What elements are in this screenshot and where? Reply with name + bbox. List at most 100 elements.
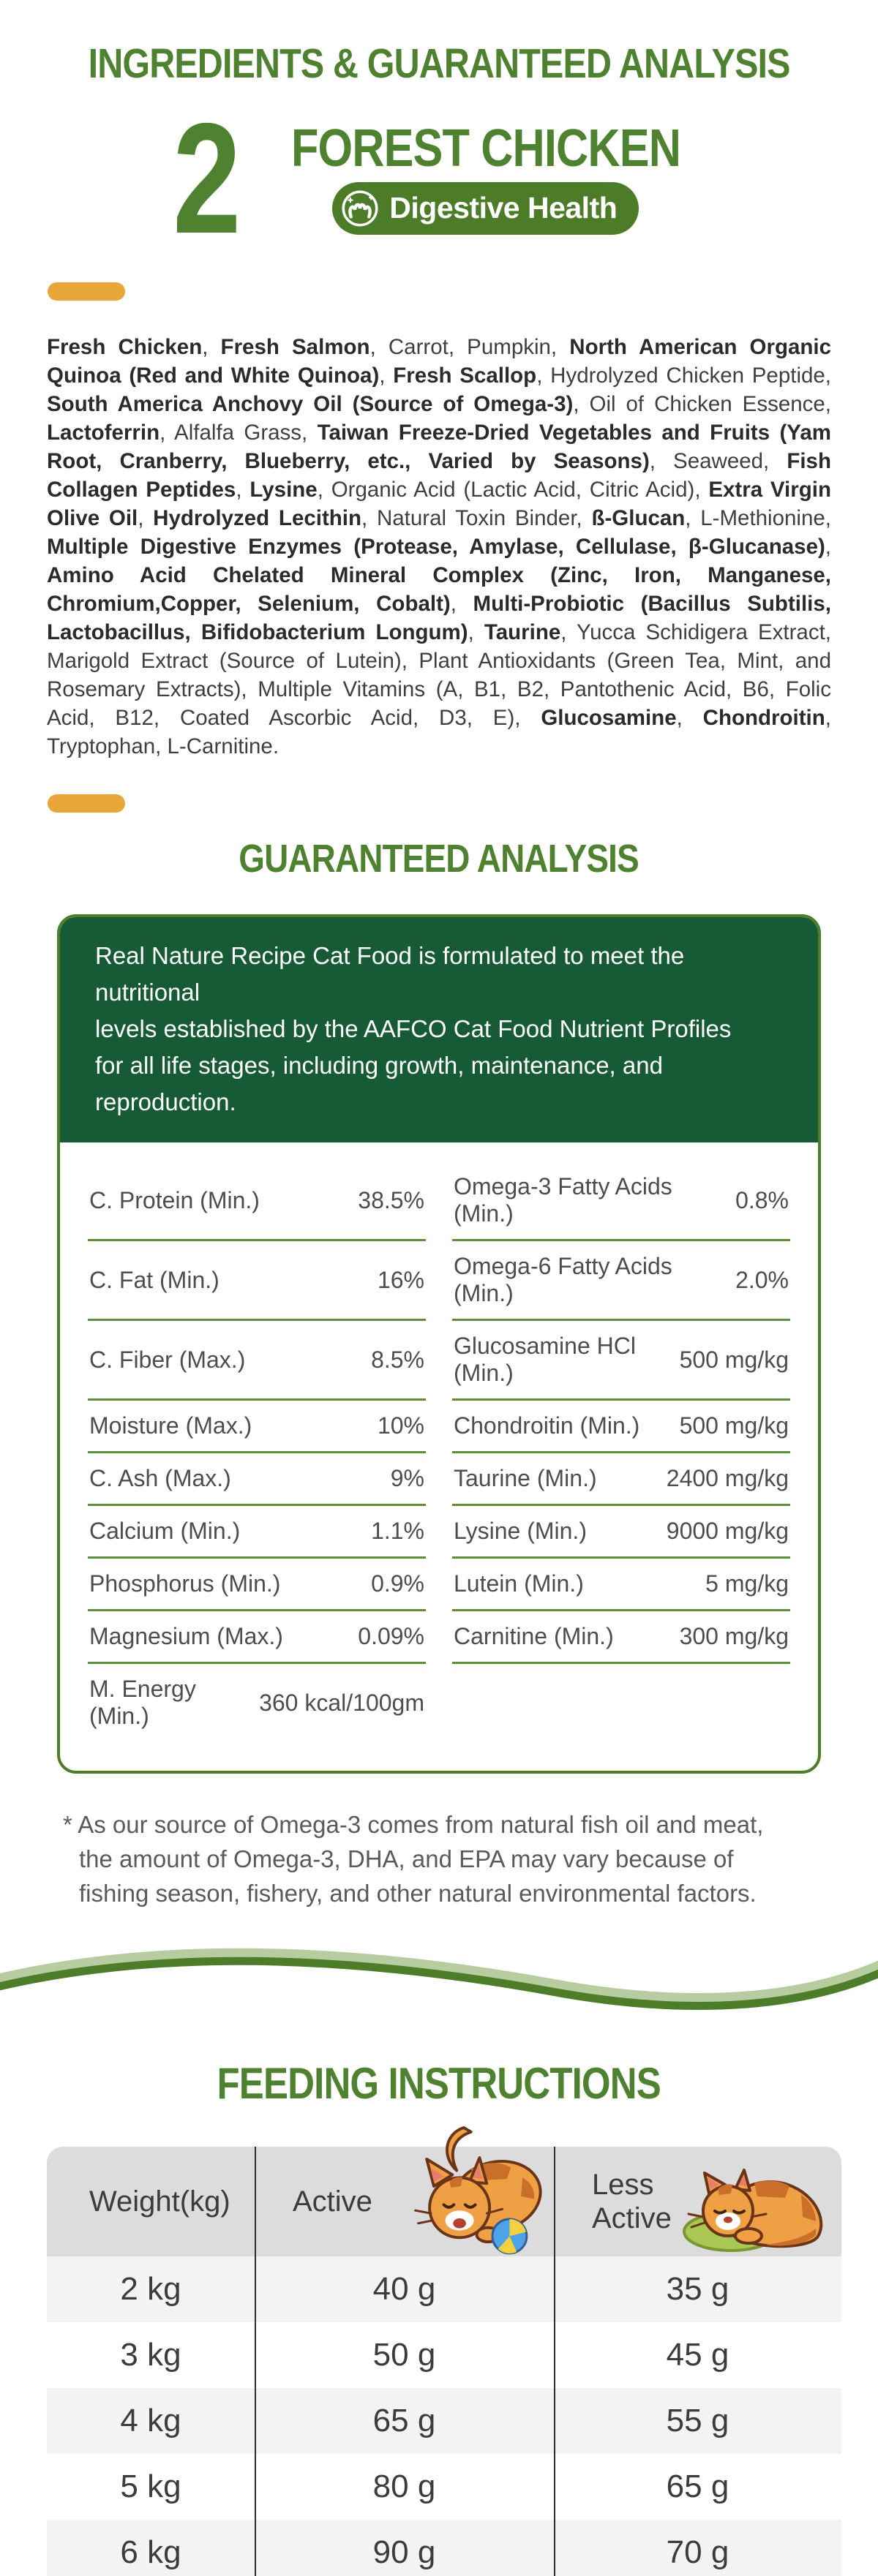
recipe-name: FOREST CHICKEN	[257, 122, 715, 175]
ingredient-text: ,	[676, 705, 703, 730]
analysis-row: Carnitine (Min.) 300 mg/kg	[452, 1611, 790, 1665]
ingredient-text: , Yucca Schidigera Extract, Marigold Ext…	[47, 619, 831, 730]
feeding-table-header: Weight(kg) Active	[47, 2126, 841, 2257]
ingredient-bold: Hydrolyzed Lecithin	[153, 505, 362, 530]
ingredient-bold: Taiwan Freeze-Dried Vegetables and Fruit…	[47, 420, 831, 473]
ingredient-text: ,	[138, 505, 154, 530]
ingredient-text: ,	[236, 477, 250, 502]
weight-cell: 5 kg	[120, 2468, 181, 2505]
nutrient-value: 5 mg/kg	[705, 1570, 789, 1597]
nutrient-label: Glucosamine HCl (Min.)	[454, 1333, 636, 1387]
badge-label: Digestive Health	[389, 191, 618, 225]
ingredient-bold: Amino Acid Chelated Mineral Complex (Zin…	[47, 562, 831, 616]
ingredient-bold: Lysine	[249, 477, 318, 502]
nutrient-value: 500 mg/kg	[679, 1412, 789, 1439]
analysis-row: Phosphorus (Min.) 0.9%	[88, 1559, 426, 1612]
active-amount-cell: 90 g	[372, 2534, 436, 2571]
analysis-row: C. Ash (Max.) 9%	[88, 1453, 426, 1507]
nutrient-value: 10%	[377, 1412, 424, 1439]
recipe-number: 2	[173, 90, 241, 266]
nutrient-label: C. Fat (Min.)	[89, 1266, 220, 1293]
active-amount-cell: 50 g	[372, 2337, 436, 2373]
feeding-instructions-heading: FEEDING INSTRUCTIONS	[0, 2058, 878, 2109]
nutrient-label: Phosphorus (Min.)	[89, 1570, 281, 1597]
ingredient-text: , Hydrolyzed Chicken Peptide,	[536, 363, 832, 388]
nutrient-label: Magnesium (Max.)	[89, 1623, 283, 1650]
analysis-row-empty	[452, 1664, 790, 1741]
statement-line: Real Nature Recipe Cat Food is formulate…	[95, 941, 685, 1006]
nutrient-value: 9%	[390, 1465, 424, 1492]
omega3-footnote: * As our source of Omega-3 comes from na…	[63, 1811, 764, 1907]
active-amount-cell: 80 g	[372, 2468, 436, 2505]
nutrient-label: Omega-6 Fatty Acids (Min.)	[454, 1253, 672, 1307]
nutrient-label: Lysine (Min.)	[454, 1518, 587, 1545]
ingredient-text: , Oil of Chicken Essence,	[573, 391, 832, 416]
analysis-row: Moisture (Max.) 10%	[88, 1401, 426, 1454]
column-divider	[255, 2147, 256, 2576]
ingredient-bold: Glucosamine	[541, 705, 677, 730]
active-column-label: Active	[293, 2185, 372, 2218]
nutrient-label: Moisture (Max.)	[89, 1412, 252, 1439]
guaranteed-analysis-heading-text: GUARANTEED ANALYSIS	[239, 836, 639, 881]
ingredient-bold: Fresh Chicken	[47, 334, 203, 359]
less-active-amount-cell: 70 g	[666, 2534, 729, 2571]
feeding-instructions-heading-text: FEEDING INSTRUCTIONS	[217, 2059, 661, 2109]
statement-line: for all life stages, including growth, m…	[95, 1051, 663, 1116]
less-active-column-label: Less Active	[592, 2169, 672, 2235]
feeding-row: 3 kg 50 g 45 g	[47, 2322, 841, 2388]
nutrient-value: 38.5%	[358, 1186, 424, 1213]
column-header-less-active: Less Active	[554, 2147, 841, 2256]
guaranteed-analysis-box: Real Nature Recipe Cat Food is formulate…	[57, 914, 821, 1774]
nutrient-label: Lutein (Min.)	[454, 1570, 584, 1597]
nutrient-value: 360 kcal/100gm	[259, 1689, 424, 1716]
active-cat-illustration	[414, 2126, 542, 2255]
active-amount-cell: 65 g	[372, 2403, 436, 2439]
analysis-row: C. Fiber (Max.) 8.5%	[88, 1321, 426, 1401]
analysis-row: Taurine (Min.) 2400 mg/kg	[452, 1453, 790, 1507]
nutrient-value: 2400 mg/kg	[666, 1465, 789, 1492]
nutrient-value: 8.5%	[371, 1346, 424, 1373]
ingredient-text: , Seaweed,	[649, 448, 787, 473]
analysis-row: M. Energy (Min.) 360 kcal/100gm	[88, 1664, 426, 1741]
intestine-icon	[339, 188, 380, 229]
less-active-amount-cell: 65 g	[666, 2468, 729, 2505]
feeding-row: 2 kg 40 g 35 g	[47, 2256, 841, 2323]
nutrient-label: Omega-3 Fatty Acids (Min.)	[454, 1173, 672, 1227]
ingredient-text: , Alfalfa Grass,	[160, 420, 318, 445]
column-header-weight: Weight(kg)	[47, 2147, 255, 2256]
nutrient-value: 0.9%	[371, 1570, 424, 1597]
guaranteed-analysis-heading: GUARANTEED ANALYSIS	[0, 836, 878, 881]
aafco-statement: Real Nature Recipe Cat Food is formulate…	[60, 916, 818, 1143]
nutrient-label: C. Protein (Min.)	[89, 1186, 260, 1213]
ingredient-bold: Chondroitin	[702, 705, 825, 730]
ingredient-text: ,	[825, 534, 831, 559]
ingredient-bold: South America Anchovy Oil (Source of Ome…	[47, 391, 574, 416]
less-active-amount-cell: 45 g	[666, 2337, 729, 2373]
analysis-row: Omega-6 Fatty Acids (Min.) 2.0%	[452, 1241, 790, 1322]
analysis-row: Calcium (Min.) 1.1%	[88, 1506, 426, 1559]
weight-cell: 6 kg	[120, 2534, 181, 2571]
ingredient-text: , L-Methionine,	[685, 505, 831, 530]
nutrient-label: Chondroitin (Min.)	[454, 1412, 640, 1439]
ingredient-bold: Lactoferrin	[47, 420, 160, 445]
nutrient-value: 0.09%	[358, 1623, 424, 1650]
less-active-amount-cell: 35 g	[666, 2271, 729, 2308]
nutrient-value: 9000 mg/kg	[666, 1518, 789, 1545]
nutrient-label: Calcium (Min.)	[89, 1518, 241, 1545]
ingredient-bold: Fresh Scallop	[393, 363, 537, 388]
ingredient-text: ,	[202, 334, 221, 359]
nutrient-label: M. Energy (Min.)	[89, 1676, 196, 1730]
ingredients-paragraph: Fresh Chicken, Fresh Salmon, Carrot, Pum…	[47, 333, 831, 761]
ingredient-text: ,	[450, 591, 473, 616]
active-amount-cell: 40 g	[372, 2271, 436, 2308]
column-header-active: Active	[255, 2126, 554, 2256]
ingredient-bold: Multiple Digestive Enzymes (Protease, Am…	[47, 534, 825, 559]
ingredient-text: , Carrot, Pumpkin,	[369, 334, 570, 359]
analysis-row: Lysine (Min.) 9000 mg/kg	[452, 1506, 790, 1559]
page-title: INGREDIENTS & GUARANTEED ANALYSIS	[0, 39, 878, 88]
analysis-table: C. Protein (Min.) 38.5% Omega-3 Fatty Acid…	[60, 1142, 818, 1771]
nutrient-label: Carnitine (Min.)	[454, 1623, 614, 1650]
feeding-row: 5 kg 80 g 65 g	[47, 2454, 841, 2520]
ingredient-bold: North American Organic Quinoa (Red and W…	[47, 334, 831, 388]
